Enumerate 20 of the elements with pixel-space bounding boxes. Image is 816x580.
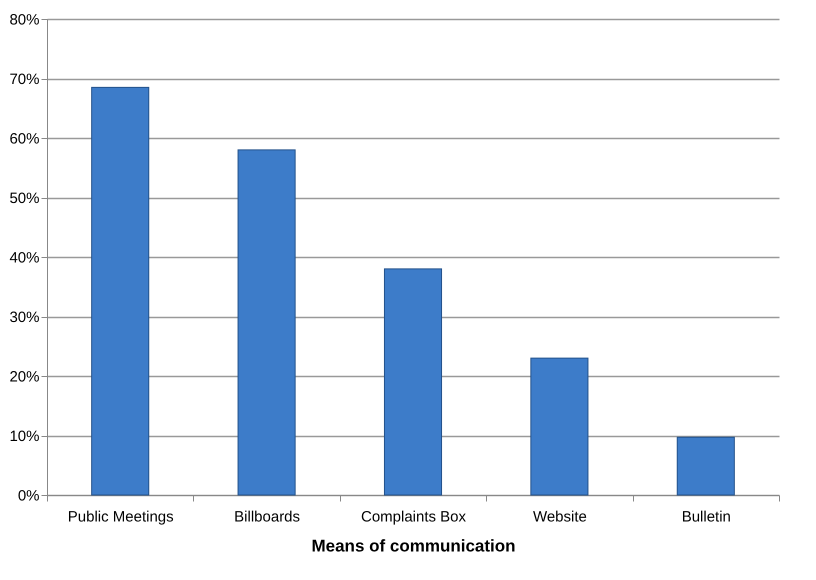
x-tick-label: Public Meetings [68,508,174,526]
y-tick-label: 10% [9,428,40,445]
y-tick-label: 80% [9,12,40,28]
x-axis-title: Means of communication [311,536,516,556]
bar [676,436,735,496]
bar [91,86,150,496]
x-tick-label: Billboards [234,508,300,526]
bar [384,268,442,496]
bar [530,358,588,496]
x-tick-label: Bulletin [682,508,731,526]
y-tick-label: 30% [9,309,40,326]
bar [238,149,296,496]
y-tick-label: 70% [9,71,40,88]
y-tick-label: 50% [9,190,40,207]
y-tick-label: 20% [9,368,40,386]
x-tick-label: Website [532,508,587,526]
y-tick-label: 60% [9,130,40,148]
x-tick-label: Complaints Box [360,508,467,526]
y-tick-label: 0% [18,488,40,504]
y-tick-label: 40% [9,250,40,266]
